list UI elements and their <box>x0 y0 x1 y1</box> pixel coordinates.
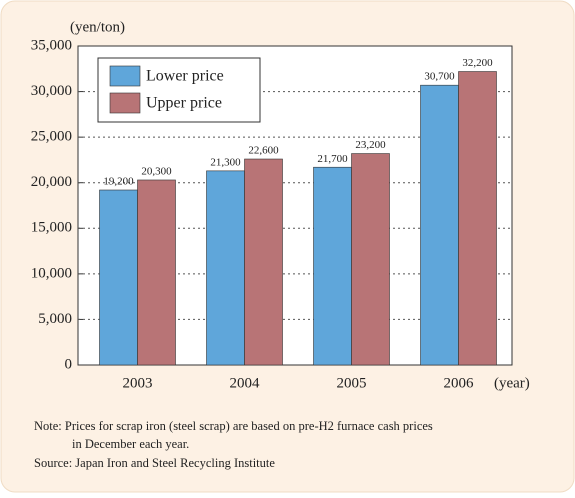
x-axis-label: (year) <box>494 375 530 391</box>
y-axis-label: (yen/ton) <box>70 19 125 35</box>
x-tick-label: 2006 <box>444 375 475 391</box>
value-label: 22,600 <box>248 145 279 157</box>
value-label: 20,300 <box>141 166 172 178</box>
bar <box>99 189 138 366</box>
x-tick-label: 2005 <box>337 375 367 391</box>
bar <box>137 179 176 366</box>
value-label: 19,200 <box>103 176 134 188</box>
legend-swatch <box>109 92 141 114</box>
value-label: 21,700 <box>317 153 348 165</box>
y-tick-label: 30,000 <box>31 83 72 99</box>
bar <box>458 71 497 366</box>
legend-label: Lower price <box>146 68 224 85</box>
y-tick-label: 20,000 <box>31 174 72 190</box>
y-tick-label: 0 <box>65 356 73 372</box>
value-label: 23,200 <box>355 139 386 151</box>
value-label: 21,300 <box>210 156 241 168</box>
note: Note: Prices for scrap iron (steel scrap… <box>34 419 433 433</box>
note: in December each year. <box>72 437 189 451</box>
x-tick-label: 2004 <box>230 375 261 391</box>
bar <box>351 153 390 366</box>
x-tick-label: 2003 <box>123 375 153 391</box>
y-tick-label: 25,000 <box>31 129 72 145</box>
legend-swatch <box>109 65 141 87</box>
bar <box>244 158 283 366</box>
source: Source: Japan Iron and Steel Recycling I… <box>34 456 275 470</box>
bar <box>206 170 245 366</box>
y-tick-label: 5,000 <box>38 311 72 327</box>
value-label: 30,700 <box>424 71 455 83</box>
y-tick-label: 10,000 <box>31 265 72 281</box>
bar <box>420 84 459 366</box>
y-tick-label: 15,000 <box>31 220 72 236</box>
bar <box>313 166 352 366</box>
legend-label: Upper price <box>146 95 222 112</box>
value-label: 32,200 <box>462 57 493 69</box>
y-tick-label: 35,000 <box>31 37 72 53</box>
